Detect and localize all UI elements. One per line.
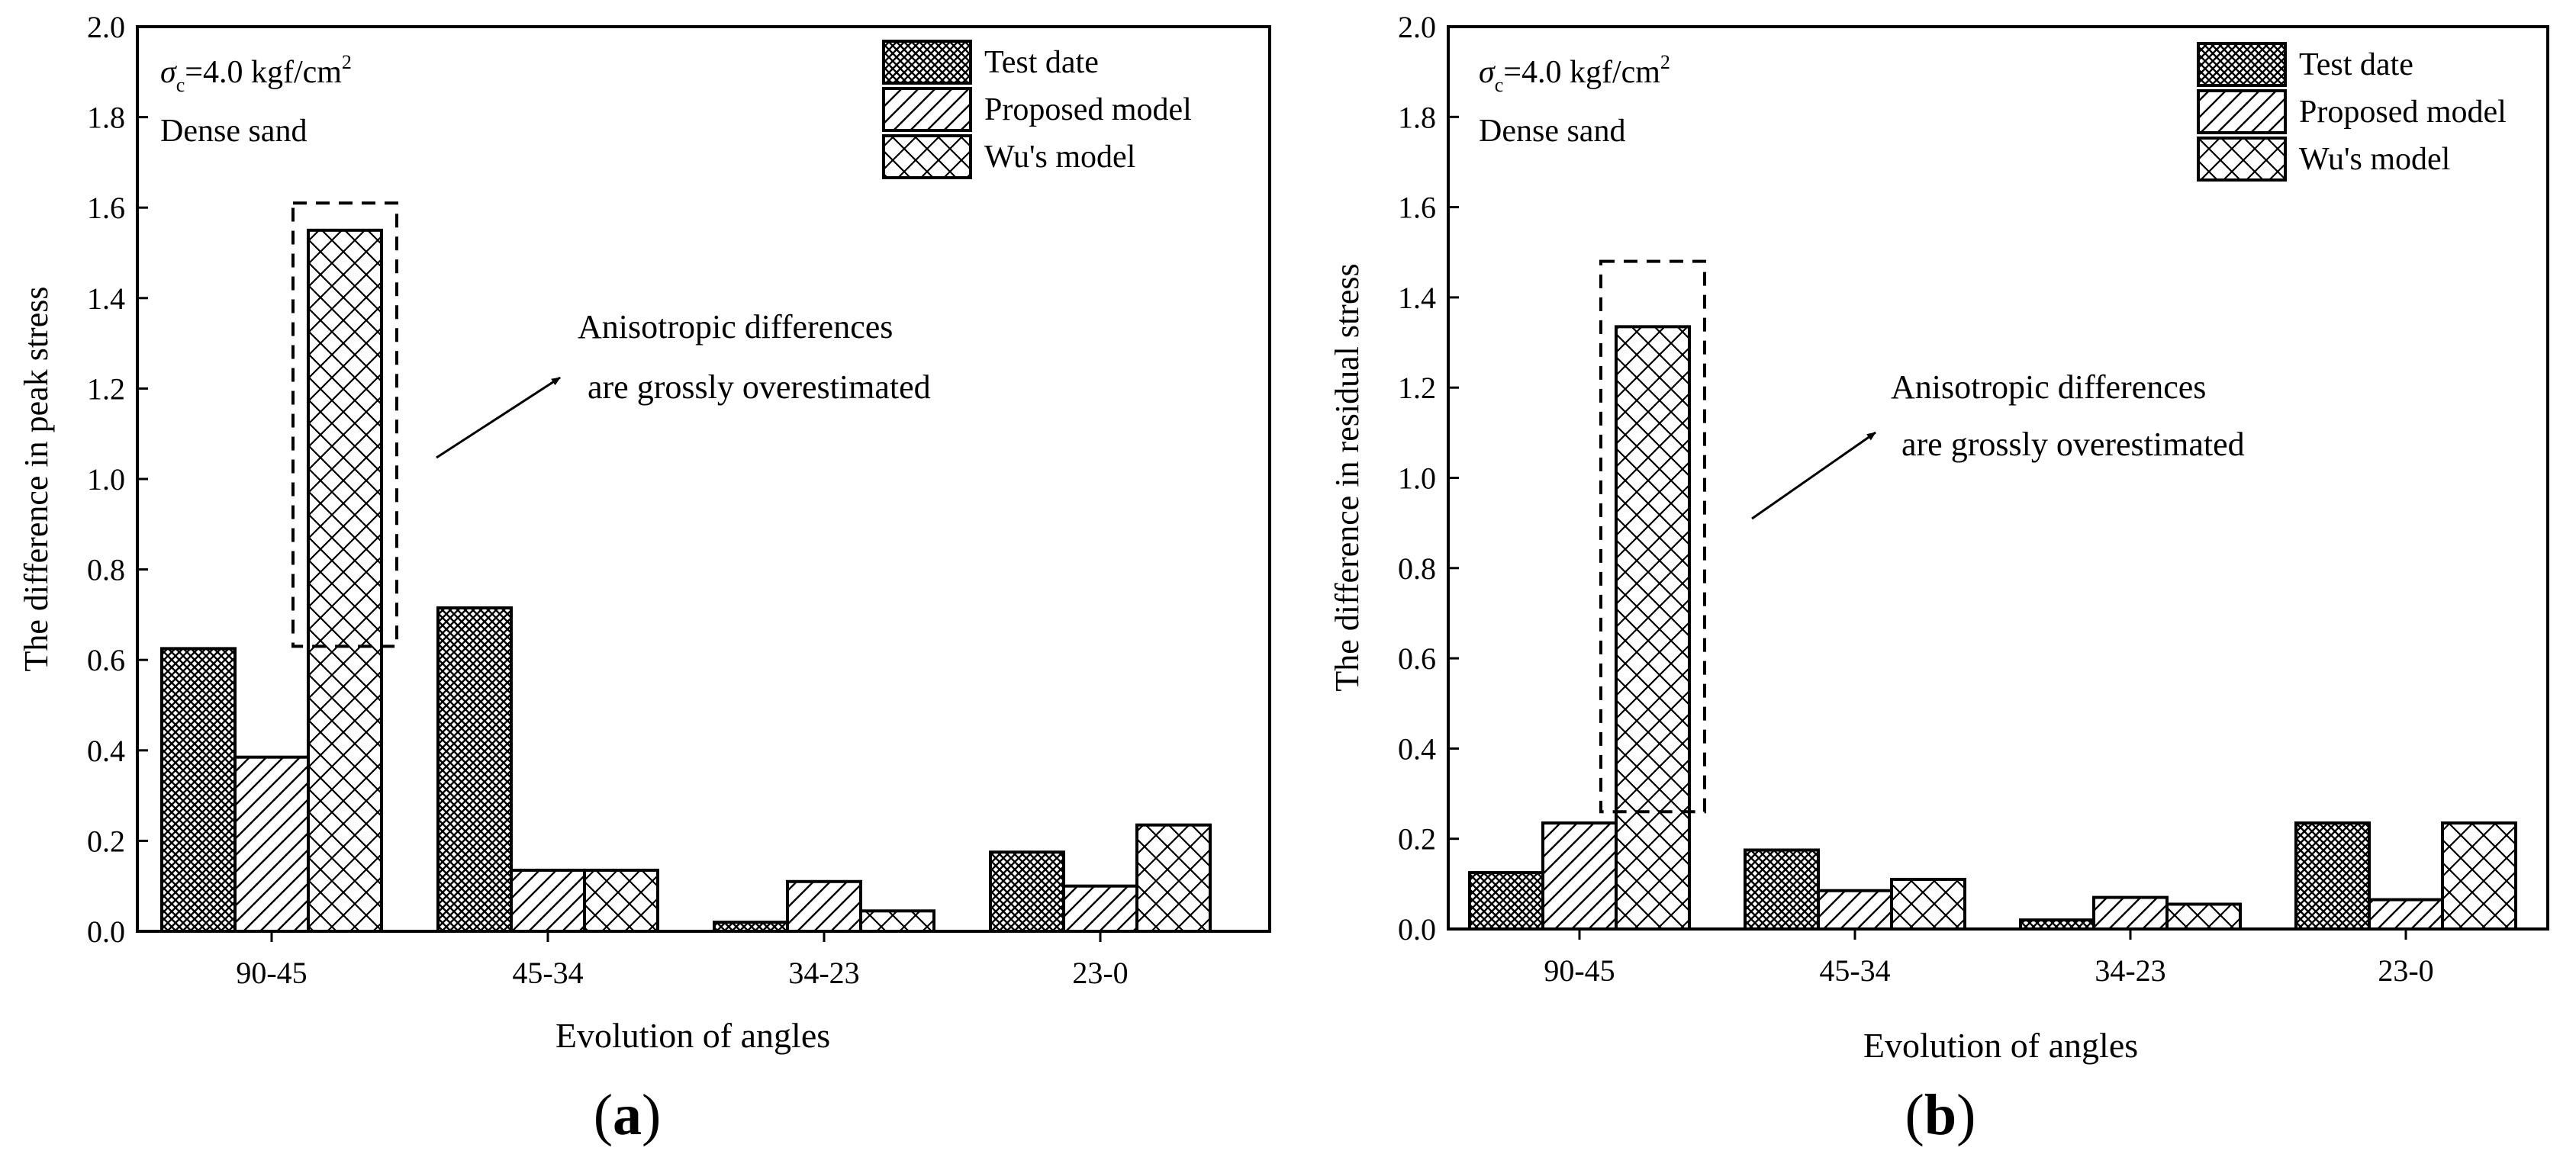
panel-b-highlight-box [1599, 259, 1706, 814]
panel-b-legend: Test date Proposed model Wu's model [2197, 42, 2507, 182]
chart-panel-a: 0.0 0.2 0.4 0.6 0.8 1.0 1.2 1.4 1.6 1.8 2.0 90-45 45… [18, 10, 1271, 1147]
panel-b-y-tick-label: 1.8 [1398, 100, 1436, 134]
legend-swatch-wus-model [2197, 137, 2287, 182]
panel-b-axes: 0.0 0.2 0.4 0.6 0.8 1.0 1.2 1.4 1.6 1.8 2.0 90-45 45… [1398, 10, 2434, 988]
panel-b-x-axis-label: Evolution of angles [1863, 1026, 2138, 1065]
panel-a-label: (a) [594, 1083, 662, 1147]
legend-label-proposed-model: Proposed model [2299, 95, 2507, 130]
panel-a-legend: Test date Proposed model Wu's model [882, 40, 1192, 179]
legend-swatch-wus-model [882, 134, 972, 179]
panel-a-y-tick-label: 1.6 [87, 191, 125, 225]
chart-panel-b: 0.0 0.2 0.4 0.6 0.8 1.0 1.2 1.4 1.6 1.8 2.0 90-45 45… [1328, 10, 2549, 1147]
legend-label-wus-model: Wu's model [984, 140, 1135, 175]
legend-swatch-test-date [2197, 42, 2287, 87]
bar-wus-model-23-0 [1135, 823, 1212, 934]
panel-b-x-tick-label: 23-0 [2378, 953, 2433, 988]
panel-a-plot-frame [136, 25, 1271, 933]
panel-a-x-tick-label: 34-23 [788, 956, 859, 990]
panel-b-y-tick-label: 1.2 [1398, 371, 1436, 405]
legend-label-wus-model: Wu's model [2299, 142, 2450, 177]
panel-a-y-tick-label: 1.0 [87, 462, 125, 497]
panel-b-x-tick-label: 45-34 [1819, 953, 1890, 988]
panel-b-annotation-line-1: Anisotropic differences [1891, 368, 2206, 406]
panel-b-annotation-line-2: are grossly overestimated [1901, 426, 2245, 463]
panel-a-y-tick-label: 2.0 [87, 10, 125, 44]
panel-a-y-tick-label: 0.2 [87, 824, 125, 858]
panel-b-label: (b) [1905, 1083, 1976, 1147]
bar-proposed-model-90-45 [1541, 821, 1618, 931]
panel-b-y-tick-label: 0.2 [1398, 822, 1436, 857]
panel-a-condition: σc=4.0 kgf/cm2 [160, 51, 352, 96]
panel-a-x-tick-label: 90-45 [236, 956, 307, 990]
panel-a-y-tick-label: 1.4 [87, 281, 125, 316]
legend-swatch-proposed-model [882, 87, 972, 132]
bar-test-date-23-0 [989, 850, 1065, 933]
bar-test-date-90-45 [160, 647, 237, 933]
bar-wus-model-90-45 [307, 228, 383, 934]
panel-a-y-tick-label: 0.6 [87, 643, 125, 677]
bar-proposed-model-23-0 [2368, 898, 2444, 931]
panel-a-y-tick-label: 1.2 [87, 371, 125, 406]
panel-b-y-tick-label: 0.8 [1398, 551, 1436, 586]
panel-a-annotation-arrow [436, 376, 561, 459]
legend-swatch-proposed-model [2197, 89, 2287, 134]
legend-label-test-date: Test date [984, 45, 1099, 80]
bar-wus-model-45-34 [583, 868, 659, 933]
bar-proposed-model-45-34 [510, 868, 586, 933]
panel-a-material: Dense sand [160, 114, 307, 149]
panel-a-y-tick-label: 0.0 [87, 915, 125, 949]
panel-a-axes: 0.0 0.2 0.4 0.6 0.8 1.0 1.2 1.4 1.6 1.8 2.0 90-45 45… [87, 10, 1129, 990]
panel-b-condition: σc=4.0 kgf/cm2 [1479, 51, 1670, 96]
panel-b-y-tick-label: 0.6 [1398, 641, 1436, 676]
panel-b-y-tick-label: 2.0 [1398, 10, 1436, 44]
panel-a-x-axis-label: Evolution of angles [555, 1016, 830, 1055]
legend-label-test-date: Test date [2299, 47, 2413, 82]
panel-b-y-tick-label: 1.0 [1398, 461, 1436, 496]
panel-b-y-tick-label: 1.4 [1398, 281, 1436, 315]
panel-b-y-tick-label: 0.4 [1398, 731, 1436, 766]
panel-a-x-tick-label: 45-34 [512, 956, 583, 990]
panel-a-annotation-line-2: are grossly overestimated [588, 368, 931, 406]
panel-a-annotation-line-1: Anisotropic differences [578, 308, 893, 346]
panel-b-y-axis-label: The difference in residual stress [1328, 263, 1366, 691]
bar-wus-model-23-0 [2441, 821, 2517, 931]
bar-wus-model-34-23 [2165, 902, 2242, 931]
panel-b-x-tick-label: 90-45 [1544, 953, 1615, 988]
bar-wus-model-45-34 [1890, 877, 1966, 931]
bar-proposed-model-34-23 [786, 879, 862, 934]
panel-b-bars [1468, 259, 2517, 931]
bar-test-date-45-34 [436, 606, 513, 933]
bar-proposed-model-23-0 [1062, 884, 1138, 933]
panel-b-x-tick-label: 34-23 [2095, 953, 2165, 988]
panel-b-y-tick-label: 0.0 [1398, 912, 1436, 947]
bar-test-date-45-34 [1744, 848, 1820, 931]
panel-b-annotation-arrow [1751, 431, 1876, 520]
bar-test-date-90-45 [1468, 871, 1544, 931]
bar-test-date-23-0 [2294, 821, 2371, 931]
panel-a-x-tick-label: 23-0 [1072, 956, 1128, 990]
bar-proposed-model-90-45 [233, 755, 310, 933]
panel-a-y-tick-label: 0.4 [87, 734, 125, 768]
bar-wus-model-34-23 [859, 909, 935, 933]
panel-b-material: Dense sand [1479, 114, 1625, 149]
bar-proposed-model-34-23 [2092, 895, 2169, 931]
panel-b-y-tick-label: 1.6 [1398, 191, 1436, 225]
panel-a-y-axis-label: The difference in peak stress [18, 287, 55, 672]
legend-label-proposed-model: Proposed model [984, 92, 1192, 127]
panel-b-plot-frame [1447, 25, 2549, 931]
legend-swatch-test-date [882, 40, 972, 85]
bar-wus-model-90-45 [1615, 325, 1691, 931]
panel-a-y-tick-label: 0.8 [87, 553, 125, 587]
panel-a-highlight-box [291, 201, 398, 648]
bar-proposed-model-45-34 [1817, 889, 1893, 931]
panel-a-y-tick-label: 1.8 [87, 101, 125, 135]
panel-a-bars [160, 201, 1212, 934]
